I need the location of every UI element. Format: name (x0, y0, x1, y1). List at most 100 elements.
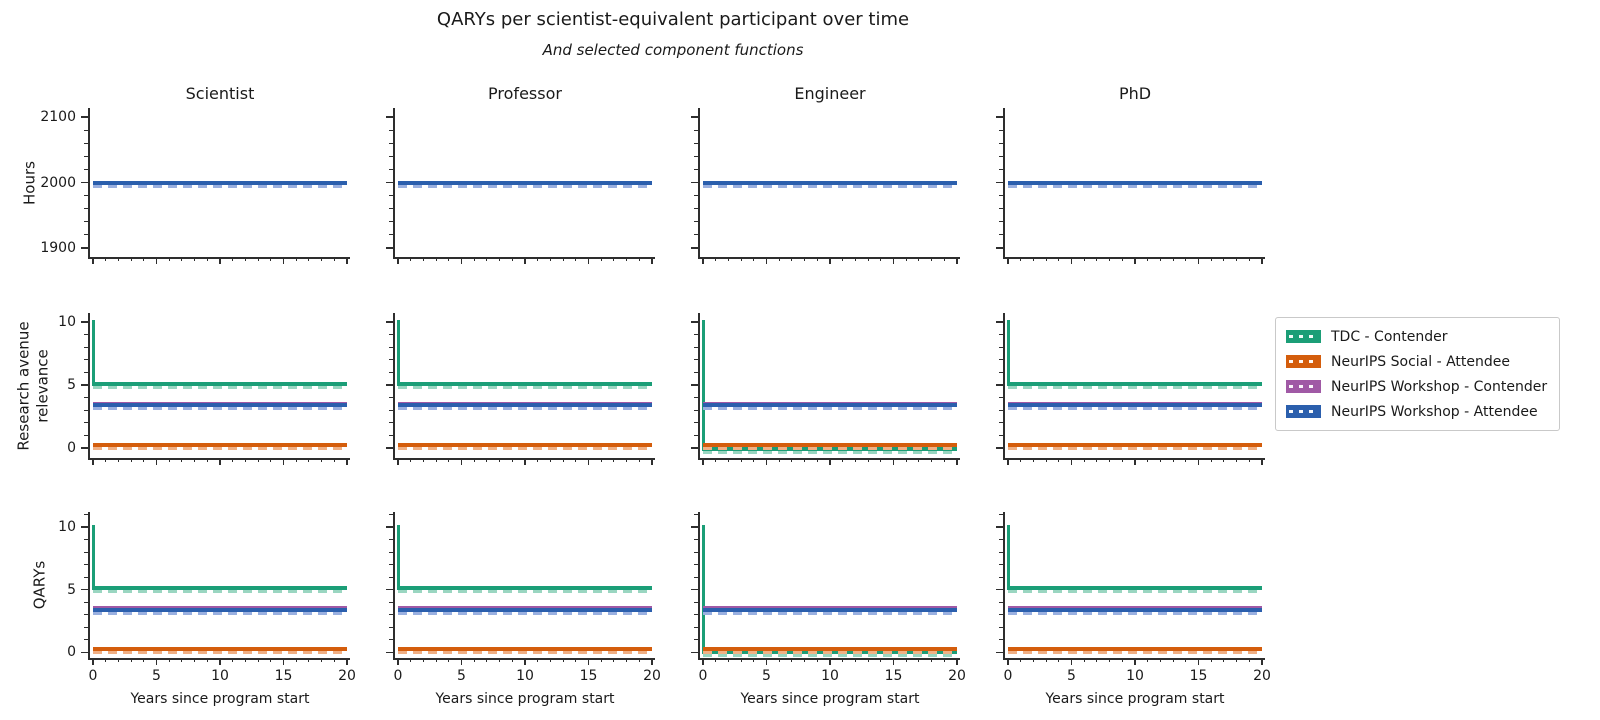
x-minor-tick (244, 658, 246, 662)
series-line-workshop_attendee (703, 403, 957, 408)
x-major-tick (1134, 458, 1136, 465)
x-minor-tick (727, 458, 729, 462)
x-major-tick (651, 257, 653, 264)
y-major-tick (386, 384, 393, 386)
legend-swatch-social (1286, 355, 1321, 368)
legend-swatch-dash (1289, 335, 1318, 338)
x-minor-tick (1248, 658, 1250, 662)
x-minor-tick (333, 257, 335, 261)
x-major-tick (524, 458, 526, 465)
x-minor-tick (600, 257, 602, 261)
y-axis-spine (88, 108, 90, 259)
y-tick-label: 10 (58, 313, 76, 330)
legend-swatch-dash (1289, 360, 1318, 363)
x-minor-tick (1223, 458, 1225, 462)
y-axis-spine (393, 108, 395, 259)
x-minor-tick (1121, 658, 1123, 662)
series-line-workshop_attendee (93, 403, 347, 408)
y-minor-tick (999, 539, 1003, 541)
series-dash-tdc (703, 654, 957, 658)
y-minor-tick (999, 155, 1003, 157)
x-major-tick (1197, 458, 1200, 465)
series-dash-workshop_attendee (93, 611, 347, 615)
x-minor-tick (206, 257, 208, 261)
x-minor-tick (867, 458, 869, 462)
x-minor-tick (486, 458, 488, 462)
x-minor-tick (931, 658, 933, 662)
y-minor-tick (389, 346, 393, 348)
x-minor-tick (626, 257, 628, 261)
series-dash-social (703, 446, 957, 450)
x-major-tick (651, 658, 653, 665)
x-minor-tick (804, 257, 806, 261)
y-minor-tick (694, 601, 698, 603)
x-minor-tick (206, 458, 208, 462)
y-minor-tick (84, 639, 88, 641)
x-minor-tick (308, 458, 310, 462)
y-minor-tick (999, 514, 1003, 515)
x-minor-tick (816, 658, 818, 662)
x-minor-tick (1236, 257, 1238, 261)
x-minor-tick (244, 257, 246, 261)
x-tick-label: 5 (1067, 668, 1076, 684)
x-major-tick (1197, 257, 1200, 264)
x-major-tick (956, 458, 958, 465)
y-minor-tick (389, 168, 393, 170)
series-line-workshop_attendee (703, 180, 957, 185)
x-minor-tick (740, 458, 742, 462)
x-minor-tick (600, 458, 602, 462)
x-minor-tick (333, 458, 335, 462)
y-major-tick (386, 321, 393, 323)
x-axis-label: Years since program start (740, 691, 920, 707)
series-dash-workshop_attendee (1008, 184, 1262, 188)
series-dash-social (93, 651, 347, 655)
series-dash-tdc (1008, 385, 1262, 389)
series-dash-workshop_attendee (1008, 407, 1262, 411)
y-minor-tick (84, 409, 88, 411)
x-minor-tick (511, 458, 513, 462)
legend: TDC - Contender NeurIPS Social - Attendee… (1275, 317, 1561, 431)
x-major-tick (282, 658, 285, 665)
y-axis-spine (698, 512, 700, 660)
x-minor-tick (549, 257, 551, 261)
y-minor-tick (389, 359, 393, 361)
y-minor-tick (84, 208, 88, 210)
y-minor-tick (389, 396, 393, 398)
x-major-tick (1007, 458, 1009, 465)
x-major-tick (524, 257, 526, 264)
x-minor-tick (435, 257, 437, 261)
x-minor-tick (1058, 658, 1060, 662)
x-minor-tick (410, 658, 412, 662)
y-minor-tick (694, 576, 698, 578)
x-minor-tick (715, 658, 717, 662)
x-minor-tick (257, 458, 259, 462)
y-minor-tick (84, 514, 88, 515)
y-minor-tick (84, 551, 88, 553)
series-dash-tdc (398, 385, 652, 389)
y-minor-tick (999, 626, 1003, 628)
y-major-tick (81, 116, 88, 118)
x-major-tick (282, 458, 285, 465)
x-tick-label: 10 (1126, 668, 1144, 684)
x-major-tick (765, 458, 768, 465)
x-minor-tick (1248, 458, 1250, 462)
y-minor-tick (694, 155, 698, 157)
x-minor-tick (130, 458, 132, 462)
y-minor-tick (389, 434, 393, 436)
x-minor-tick (435, 658, 437, 662)
series-dash-tdc (1008, 590, 1262, 594)
x-minor-tick (448, 257, 450, 261)
x-minor-tick (727, 658, 729, 662)
series-line-workshop_attendee (93, 180, 347, 185)
x-tick-label: 0 (88, 668, 98, 684)
x-minor-tick (1147, 458, 1149, 462)
series-dash-tdc (93, 385, 347, 389)
y-major-tick (386, 526, 393, 528)
y-major-tick (386, 181, 393, 184)
x-minor-tick (537, 458, 539, 462)
y-minor-tick (694, 551, 698, 553)
x-minor-tick (1147, 658, 1149, 662)
x-minor-tick (1058, 458, 1060, 462)
x-minor-tick (613, 458, 615, 462)
